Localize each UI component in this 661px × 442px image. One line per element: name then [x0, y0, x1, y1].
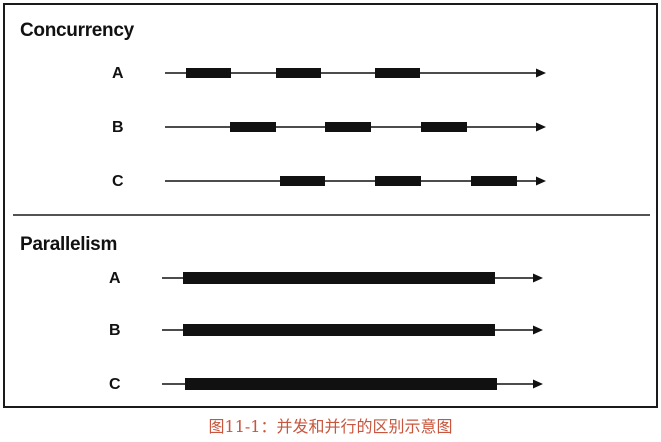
- concurrency-row-b-task-block-2: [325, 122, 371, 132]
- concurrency-row-a-task-block-3: [375, 68, 420, 78]
- concurrency-row-a-task-block-2: [276, 68, 321, 78]
- parallelism-row-c-label: C: [109, 376, 121, 393]
- parallelism-row-a-timeline: [162, 272, 543, 284]
- parallelism-row-a-arrowhead-icon: [533, 273, 543, 283]
- concurrency-row-b-arrowhead-icon: [536, 122, 546, 132]
- concurrency-row-a-task-block-1: [186, 68, 231, 78]
- concurrency-parallelism-figure: Concurrency A B C Parallelism A B C: [3, 3, 658, 408]
- parallelism-row-b-task-block-1: [183, 324, 495, 336]
- timeline-diagram: [13, 68, 650, 390]
- concurrency-row-c-timeline: [165, 176, 546, 186]
- concurrency-row-b-label: B: [112, 119, 124, 136]
- concurrency-row-c-task-block-3: [471, 176, 517, 186]
- concurrency-row-c-task-block-1: [280, 176, 325, 186]
- parallelism-title: Parallelism: [20, 234, 118, 255]
- concurrency-row-a-timeline: [165, 68, 546, 78]
- concurrency-row-a-label: A: [112, 65, 124, 82]
- parallelism-row-b-label: B: [109, 322, 121, 339]
- concurrency-row-b-task-block-1: [230, 122, 276, 132]
- concurrency-title: Concurrency: [20, 20, 134, 41]
- concurrency-row-c-task-block-2: [375, 176, 421, 186]
- concurrency-row-c-label: C: [112, 173, 124, 190]
- parallelism-row-b-arrowhead-icon: [533, 325, 543, 335]
- parallelism-row-c-timeline: [162, 378, 543, 390]
- parallelism-row-a-task-block-1: [183, 272, 495, 284]
- concurrency-row-c-arrowhead-icon: [536, 176, 546, 186]
- concurrency-row-b-task-block-3: [421, 122, 467, 132]
- figure-caption: 图11-1：并发和并行的区别示意图: [208, 417, 453, 436]
- concurrency-row-b-timeline: [165, 122, 546, 132]
- parallelism-row-c-arrowhead-icon: [533, 379, 543, 389]
- parallelism-row-a-label: A: [109, 270, 121, 287]
- concurrency-row-a-arrowhead-icon: [536, 68, 546, 78]
- parallelism-row-b-timeline: [162, 324, 543, 336]
- parallelism-row-c-task-block-1: [185, 378, 497, 390]
